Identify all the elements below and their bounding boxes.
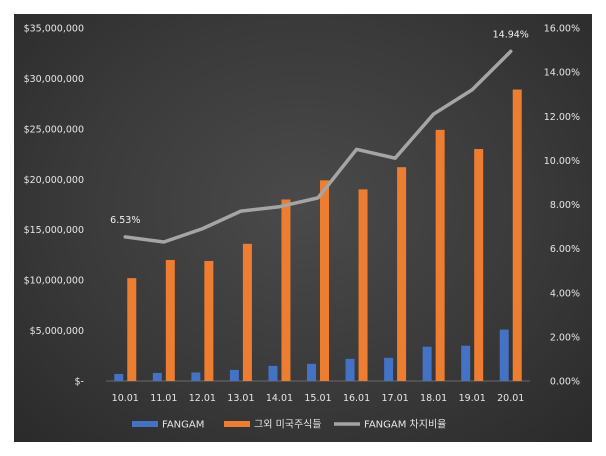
right-axis-tick: 10.00% xyxy=(544,156,580,167)
bar-fangam-19.01 xyxy=(461,345,471,381)
left-axis-tick: $35,000,000 xyxy=(24,24,84,35)
x-axis-tick: 17.01 xyxy=(381,393,408,404)
x-axis-tick: 14.01 xyxy=(266,393,293,404)
bar-그외-미국주식들-19.01 xyxy=(474,149,484,381)
line-series-share-ratio xyxy=(123,49,513,244)
data-label-20.01: 14.94% xyxy=(493,29,529,40)
bar-그외-미국주식들-20.01 xyxy=(512,89,522,381)
left-axis-tick: $- xyxy=(75,377,84,388)
left-axis-tick: $10,000,000 xyxy=(24,276,84,287)
left-axis-tick: $5,000,000 xyxy=(30,326,84,337)
legend-label: FANGAM 차지비율 xyxy=(364,419,446,431)
left-axis-tick: $30,000,000 xyxy=(24,74,84,85)
line-point-17.01 xyxy=(393,156,397,160)
legend-label: FANGAM xyxy=(162,420,204,431)
x-axis-tick: 16.01 xyxy=(343,393,370,404)
bar-그외-미국주식들-16.01 xyxy=(358,189,368,381)
bar-fangam-17.01 xyxy=(384,357,394,381)
line-point-10.01 xyxy=(123,235,127,239)
bar-그외-미국주식들-10.01 xyxy=(127,278,137,381)
right-axis-tick: 0.00% xyxy=(550,377,580,388)
bar-그외-미국주식들-12.01 xyxy=(204,260,214,381)
data-label-10.01: 6.53% xyxy=(110,215,140,226)
x-axis-tick: 10.01 xyxy=(112,393,139,404)
x-axis-tick: 20.01 xyxy=(497,393,524,404)
line-point-15.01 xyxy=(316,196,320,200)
right-axis-tick: 12.00% xyxy=(544,112,580,123)
bar-그외-미국주식들-13.01 xyxy=(242,243,252,381)
bar-fangam-13.01 xyxy=(229,369,239,381)
right-axis-tick: 8.00% xyxy=(550,200,580,211)
line-point-19.01 xyxy=(470,88,474,92)
line-point-12.01 xyxy=(200,227,204,231)
right-axis-tick: 4.00% xyxy=(550,288,580,299)
bar-fangam-18.01 xyxy=(422,346,432,381)
combo-chart: 6.53% 14.94% $- $5,000,000 $10,000,000 $15,0… xyxy=(24,24,580,431)
line-point-18.01 xyxy=(432,112,436,116)
x-axis-tick: 11.01 xyxy=(150,393,177,404)
x-axis-tick: 19.01 xyxy=(459,393,486,404)
x-axis-tick: 13.01 xyxy=(227,393,254,404)
bar-fangam-16.01 xyxy=(345,358,355,381)
x-axis-tick: 15.01 xyxy=(304,393,331,404)
right-axis-tick: 6.00% xyxy=(550,244,580,255)
right-axis-tick: 2.00% xyxy=(550,332,580,343)
chart-area: 6.53% 14.94% $- $5,000,000 $10,000,000 $15,0… xyxy=(14,14,592,442)
left-axis-tick: $20,000,000 xyxy=(24,175,84,186)
bar-그외-미국주식들-18.01 xyxy=(435,129,445,381)
bar-fangam-12.01 xyxy=(191,372,201,381)
line-point-20.01 xyxy=(509,49,513,53)
right-axis-tick: 16.00% xyxy=(544,24,580,35)
bar-fangam-10.01 xyxy=(114,373,124,381)
bar-그외-미국주식들-11.01 xyxy=(165,259,175,381)
bar-fangam-15.01 xyxy=(307,363,316,381)
bar-fangam-11.01 xyxy=(152,372,162,381)
left-axis-tick: $15,000,000 xyxy=(24,225,84,236)
x-axis-tick: 18.01 xyxy=(420,393,447,404)
bar-fangam-20.01 xyxy=(499,329,509,381)
legend-swatch-other-us-stocks xyxy=(224,421,250,427)
legend-label: 그외 미국주식들 xyxy=(254,419,322,431)
line-point-16.01 xyxy=(355,147,359,151)
legend-swatch-fangam xyxy=(132,421,158,427)
x-axis-tick: 12.01 xyxy=(189,393,216,404)
bar-그외-미국주식들-14.01 xyxy=(281,199,291,381)
right-axis-tick: 14.00% xyxy=(544,68,580,79)
left-axis-tick: $25,000,000 xyxy=(24,124,84,135)
line-point-11.01 xyxy=(162,240,166,244)
line-point-14.01 xyxy=(277,205,281,209)
bar-그외-미국주식들-17.01 xyxy=(397,167,407,381)
bar-fangam-14.01 xyxy=(268,365,278,381)
line-point-13.01 xyxy=(239,209,243,213)
bar-그외-미국주식들-15.01 xyxy=(320,180,329,381)
